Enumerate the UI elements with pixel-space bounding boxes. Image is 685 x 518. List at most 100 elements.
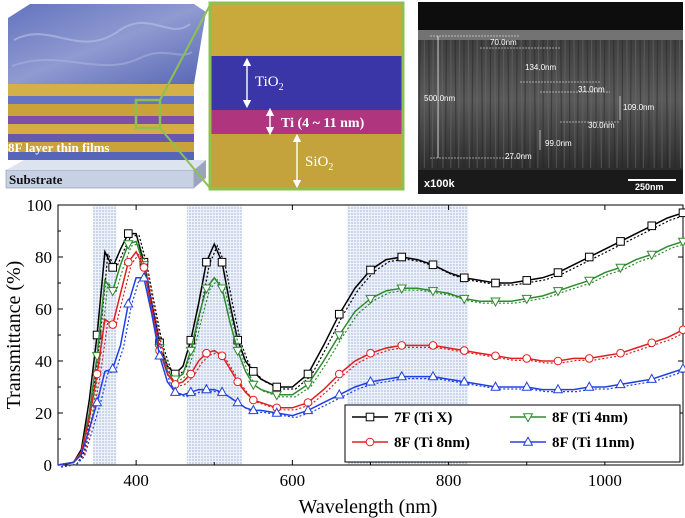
x-tick-label: 400 — [123, 471, 149, 490]
data-point — [92, 330, 102, 340]
data-point — [202, 348, 211, 358]
data-point — [616, 237, 625, 246]
data-point — [334, 369, 344, 379]
sem-grain — [533, 39, 537, 169]
data-point — [678, 325, 685, 335]
data-point — [216, 386, 228, 396]
legend-marker — [365, 412, 375, 422]
data-point — [521, 294, 532, 305]
data-point — [186, 335, 196, 345]
y-tick-label: 80 — [35, 248, 52, 267]
series-fit-line — [60, 242, 685, 468]
legend-marker — [522, 413, 534, 423]
y-tick-label: 100 — [27, 196, 53, 215]
sem-grain — [471, 39, 474, 169]
data-point — [522, 276, 532, 285]
layer-band — [8, 134, 194, 142]
data-point — [553, 356, 563, 366]
legend-label: 8F (Ti 11nm) — [552, 435, 635, 451]
data-point — [616, 348, 625, 358]
series-3 — [57, 250, 685, 468]
sem-grain-texture — [418, 39, 682, 169]
sem-measurement: 27.0nm — [505, 152, 532, 161]
data-point — [584, 354, 594, 363]
data-point — [216, 284, 228, 295]
data-point — [271, 391, 282, 401]
sem-grain — [523, 39, 527, 169]
data-point — [521, 381, 532, 391]
legend-box — [344, 404, 681, 463]
surface-texture — [11, 51, 193, 67]
sem-grain — [603, 39, 606, 169]
data-point — [427, 287, 439, 297]
data-point — [459, 273, 469, 283]
y-tick-label: 40 — [35, 352, 52, 371]
data-point — [108, 320, 117, 329]
data-point — [271, 407, 282, 417]
data-point — [185, 346, 197, 357]
sem-info-bar — [418, 170, 683, 194]
sem-grain — [678, 39, 682, 169]
zoomed-layer-view: TiO2 Ti (4 ~ 11 nm) SiO2 — [208, 1, 405, 191]
sem-grain — [586, 39, 589, 169]
layer-tio2 — [211, 56, 402, 110]
layer-band — [8, 104, 194, 116]
sem-grain — [669, 39, 672, 169]
sem-grain — [484, 39, 487, 169]
data-point — [584, 276, 595, 287]
data-point — [91, 396, 103, 407]
x-tick-label: 600 — [280, 471, 306, 490]
zoom-connector — [159, 127, 211, 189]
substrate-top — [6, 160, 206, 170]
layer-gold — [211, 4, 402, 56]
data-point — [396, 284, 407, 295]
series-4 — [57, 271, 685, 468]
sem-measurement: 500.0nm — [424, 94, 455, 103]
data-point — [185, 386, 197, 396]
data-point — [108, 263, 117, 272]
sem-grain — [507, 39, 510, 169]
data-point — [490, 297, 501, 308]
sem-grain — [642, 39, 646, 169]
layer-stack-illustration: 8F layer thin films Substrate — [5, 4, 206, 189]
legend: 7F (Ti X) 8F (Ti 4nm) 8F (Ti 8nm) 8F (Ti 11… — [344, 404, 681, 463]
zoom-connector — [159, 4, 211, 101]
sem-grain — [629, 39, 632, 169]
sem-measurement: 109.0nm — [623, 103, 654, 112]
sem-measurement: 70.0nm — [490, 38, 517, 47]
shaded-band — [186, 205, 242, 465]
data-point — [334, 388, 345, 399]
data-point — [249, 367, 258, 376]
data-point — [522, 354, 532, 363]
sio2-label-sub: 2 — [328, 162, 333, 173]
sem-grain — [520, 39, 523, 169]
data-point — [647, 338, 657, 348]
sem-grain — [573, 39, 576, 169]
data-point — [459, 375, 470, 386]
legend-label: 8F (Ti 8nm) — [394, 435, 470, 451]
data-point — [552, 287, 564, 297]
data-point — [233, 377, 242, 387]
series-2 — [57, 237, 685, 468]
data-point — [396, 370, 407, 381]
data-point — [186, 369, 196, 379]
layer-sio2 — [211, 134, 402, 188]
scale-bar-label: 250nm — [635, 182, 664, 192]
sem-grain — [576, 39, 580, 169]
legend-marker — [522, 436, 534, 446]
sio2-label-main: SiO — [305, 154, 329, 170]
data-point — [397, 252, 407, 262]
data-point — [584, 381, 595, 391]
data-point — [202, 257, 211, 267]
data-point — [139, 263, 149, 272]
data-point — [123, 240, 134, 250]
data-point — [428, 341, 438, 350]
layer-ti — [211, 110, 402, 134]
legend-label: 7F (Ti X) — [394, 410, 452, 426]
data-point — [459, 294, 470, 305]
x-tick-label: 800 — [436, 471, 462, 490]
data-point — [248, 404, 259, 415]
layer-band — [8, 116, 194, 124]
tio2-label-main: TiO — [255, 74, 279, 90]
